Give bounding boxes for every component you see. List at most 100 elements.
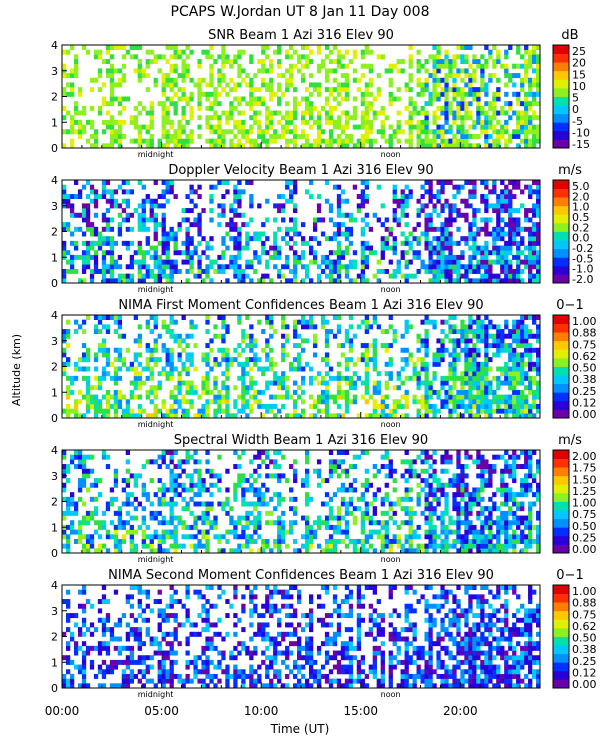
heatmap-cell — [181, 506, 186, 512]
heatmap-cell — [217, 361, 222, 367]
heatmap-cell — [97, 375, 103, 381]
heatmap-cell — [500, 347, 505, 353]
heatmap-cell — [444, 394, 449, 400]
heatmap-cell — [249, 333, 254, 339]
heatmap-cell — [496, 226, 501, 232]
heatmap-cell — [508, 408, 513, 414]
heatmap-cell — [105, 403, 111, 409]
heatmap-cell — [85, 375, 91, 381]
heatmap-cell — [69, 143, 75, 149]
heatmap-cell — [185, 357, 190, 363]
heatmap-cell — [340, 143, 346, 149]
heatmap-cell — [460, 115, 465, 121]
heatmap-cell — [436, 389, 441, 395]
heatmap-cell — [85, 357, 91, 363]
heatmap-cell — [320, 59, 326, 65]
heatmap-cell — [253, 501, 258, 507]
heatmap-cell — [356, 496, 362, 502]
heatmap-cell — [444, 278, 449, 284]
heatmap-cell — [185, 68, 190, 74]
heatmap-cell — [285, 138, 290, 144]
heatmap-cell — [504, 49, 509, 55]
heatmap-cell — [372, 352, 377, 358]
heatmap-cell — [420, 91, 425, 97]
heatmap-cell — [524, 347, 529, 353]
heatmap-cell — [153, 278, 158, 284]
heatmap-cell — [205, 389, 210, 395]
heatmap-cell — [185, 454, 190, 460]
heatmap-cell — [165, 347, 170, 353]
heatmap-cell — [209, 506, 214, 512]
heatmap-cell — [532, 403, 537, 409]
heatmap-cell — [197, 240, 202, 246]
heatmap-cell — [81, 482, 87, 488]
heatmap-cell — [173, 77, 178, 83]
heatmap-cell — [149, 119, 154, 125]
heatmap-cell — [444, 506, 449, 512]
heatmap-cell — [197, 394, 202, 400]
heatmap-cell — [285, 389, 290, 395]
heatmap-cell — [356, 203, 362, 209]
heatmap-cell — [472, 54, 477, 60]
heatmap-cell — [384, 343, 389, 349]
heatmap-cell — [229, 264, 234, 270]
heatmap-cell — [364, 198, 370, 204]
heatmap-cell — [197, 105, 202, 111]
heatmap-cell — [424, 413, 429, 419]
heatmap-cell — [265, 473, 270, 479]
heatmap-cell — [129, 534, 134, 540]
heatmap-cell — [440, 240, 445, 246]
heatmap-cell — [380, 54, 385, 60]
heatmap-cell — [201, 352, 206, 358]
heatmap-cell — [85, 226, 91, 232]
heatmap-cell — [412, 459, 417, 465]
heatmap-cell — [460, 394, 465, 400]
heatmap-cell — [332, 459, 338, 465]
heatmap-cell — [384, 450, 389, 455]
heatmap-cell — [233, 194, 238, 200]
heatmap-cell — [293, 180, 298, 185]
heatmap-cell — [265, 45, 270, 50]
heatmap-cell — [277, 208, 282, 214]
heatmap-cell — [340, 482, 346, 488]
heatmap-cell — [468, 268, 473, 274]
heatmap-cell — [241, 273, 246, 279]
heatmap-cell — [528, 385, 533, 391]
heatmap-cell — [181, 73, 186, 79]
heatmap-cell — [93, 143, 99, 149]
heatmap-cell — [145, 492, 150, 498]
heatmap-cell — [69, 408, 75, 414]
heatmap-cell — [444, 389, 449, 395]
heatmap-cell — [492, 105, 497, 111]
heatmap-cell — [500, 399, 505, 405]
heatmap-cell — [193, 222, 198, 228]
heatmap-cell — [113, 357, 119, 363]
heatmap-cell — [508, 347, 513, 353]
heatmap-cell — [237, 73, 242, 79]
heatmap-cell — [113, 473, 119, 479]
heatmap-cell — [372, 413, 377, 419]
heatmap-cell — [512, 194, 517, 200]
heatmap-cell — [388, 82, 393, 88]
heatmap-cell — [524, 45, 529, 50]
heatmap-cell — [452, 343, 457, 349]
heatmap-cell — [137, 203, 142, 209]
heatmap-cell — [336, 54, 342, 60]
heatmap-cell — [201, 510, 206, 516]
heatmap-cell — [73, 366, 79, 372]
heatmap-cell — [229, 506, 234, 512]
heatmap-cell — [265, 352, 270, 358]
heatmap-cell — [101, 119, 107, 125]
heatmap-cell — [157, 487, 162, 493]
heatmap-cell — [93, 212, 99, 218]
heatmap-cell — [205, 459, 210, 465]
heatmap-cell — [213, 524, 218, 530]
heatmap-cell — [197, 492, 202, 498]
colorbar-tick-label: 0.12 — [572, 396, 597, 409]
heatmap-cell — [424, 403, 429, 409]
heatmap-cell — [444, 54, 449, 60]
heatmap-cell — [221, 333, 226, 339]
heatmap-cell — [464, 203, 469, 209]
heatmap-cell — [149, 124, 154, 130]
heatmap-cell — [340, 264, 346, 270]
